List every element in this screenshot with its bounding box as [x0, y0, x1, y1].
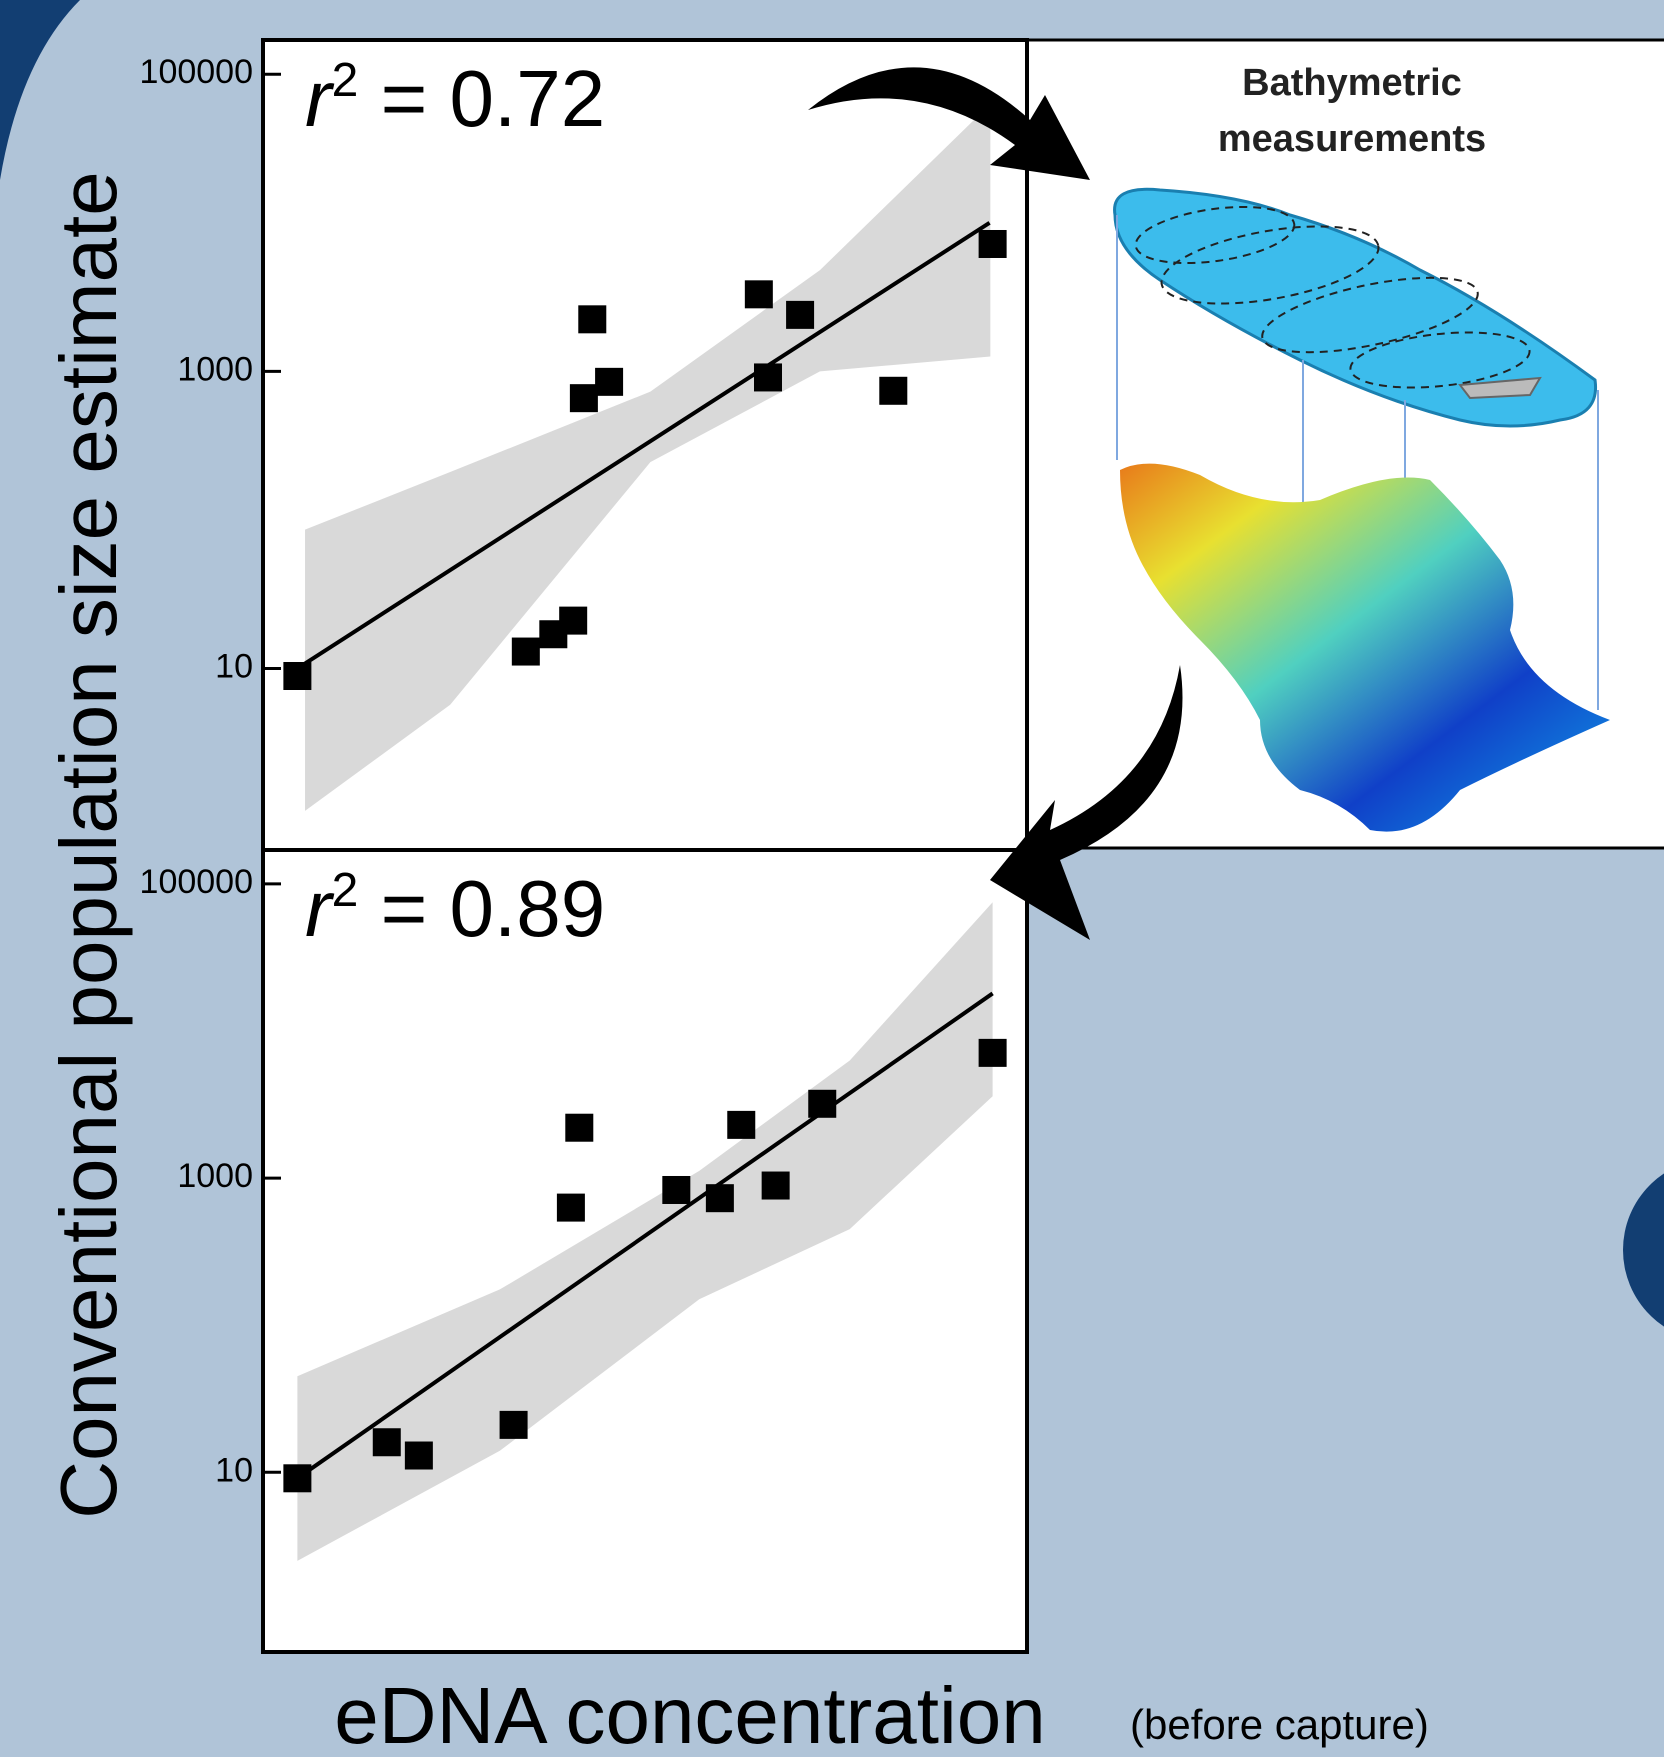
annotation: r2 = 0.89 — [305, 864, 605, 953]
data-point — [879, 376, 908, 405]
y-tick-label: 100000 — [140, 53, 253, 91]
circle-decoration — [1623, 1173, 1664, 1327]
data-point — [978, 229, 1007, 258]
data-point — [786, 300, 815, 329]
data-point — [559, 606, 588, 635]
annotation-part: 2 — [332, 54, 359, 107]
x-axis-label: eDNA concentration — [334, 1671, 1046, 1757]
confidence-band — [297, 902, 993, 1561]
data-point — [372, 1428, 401, 1457]
y-tick-label: 10 — [215, 647, 253, 685]
data-point — [556, 1193, 585, 1222]
diagram-title: measurements — [1218, 118, 1486, 160]
corner-decoration — [0, 0, 80, 180]
data-point — [761, 1171, 790, 1200]
data-point — [569, 384, 598, 413]
annotation-part: = 0.89 — [358, 864, 605, 953]
y-tick-label: 1000 — [177, 1157, 253, 1195]
data-point — [705, 1184, 734, 1213]
plot: 10 1000 100000 r2 = 0.72 — [140, 38, 1029, 852]
y-tick-label: 100000 — [140, 863, 253, 901]
plot: 10 1000 100000 r2 = 0.89 — [140, 848, 1029, 1654]
plot-frame — [261, 848, 1029, 1654]
data-point — [283, 661, 312, 690]
data-point — [565, 1113, 594, 1142]
y-tick-label: 10 — [215, 1451, 253, 1489]
data-point — [595, 367, 624, 396]
data-point — [662, 1175, 691, 1204]
data-point — [754, 363, 783, 392]
data-point — [727, 1110, 756, 1139]
diagram-title: Bathymetric — [1242, 62, 1462, 104]
data-point — [578, 305, 607, 334]
arrow — [808, 67, 1090, 180]
fit-line — [296, 221, 991, 671]
bathymetry-surface — [1120, 463, 1610, 832]
lake-surface — [1113, 187, 1598, 428]
data-point — [744, 280, 773, 309]
annotation: r2 = 0.72 — [305, 54, 605, 143]
data-point — [499, 1410, 528, 1439]
annotation-part: 2 — [332, 864, 359, 917]
annotation-part: r — [305, 54, 335, 143]
boat — [1458, 376, 1542, 400]
data-point — [404, 1441, 433, 1470]
data-point — [511, 637, 540, 666]
x-axis-note: (before capture) — [1130, 1701, 1429, 1748]
annotation-part: r — [305, 864, 335, 953]
diagram: Bathymetric measurements — [1025, 38, 1664, 850]
fit-line — [296, 991, 994, 1480]
y-tick-label: 1000 — [177, 350, 253, 388]
annotation-part: = 0.72 — [358, 54, 605, 143]
survey-transects — [1134, 205, 1531, 389]
confidence-band — [305, 104, 991, 811]
arrow — [990, 665, 1183, 940]
data-point — [808, 1089, 837, 1118]
data-point — [283, 1464, 312, 1493]
y-axis-label: Conventional population size estimate — [44, 171, 133, 1519]
data-point — [978, 1038, 1007, 1067]
